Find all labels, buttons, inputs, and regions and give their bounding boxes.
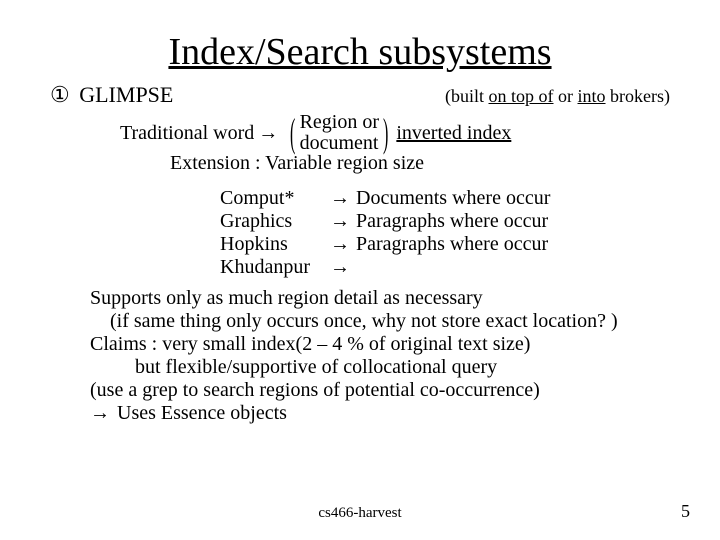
left-bracket-icon: (: [290, 115, 295, 151]
arrow-icon: →: [330, 210, 350, 233]
note-u2: into: [578, 86, 606, 106]
body-line: Claims : very small index(2 – 4 % of ori…: [90, 333, 670, 356]
extension-line: Extension : Variable region size: [170, 152, 670, 175]
body-line: (use a grep to search regions of potenti…: [90, 379, 670, 402]
index-definition: Traditional word → ( Region or document …: [120, 112, 670, 154]
page-number: 5: [681, 501, 690, 522]
arrow-icon: →: [330, 256, 350, 279]
example-row: Graphics → Paragraphs where occur: [220, 210, 670, 233]
broker-note: (built on top of or into brokers): [445, 86, 670, 107]
body-line: → Uses Essence objects: [90, 402, 670, 425]
index-lead: Traditional word: [120, 122, 254, 145]
body-text: Supports only as much region detail as n…: [90, 287, 670, 425]
glimpse-heading: ① GLIMPSE: [50, 82, 173, 108]
body-line-text: Uses Essence objects: [117, 402, 287, 424]
body-line: (if same thing only occurs once, why not…: [90, 310, 670, 333]
example-desc: Paragraphs where occur: [356, 233, 548, 256]
bracket-top: Region or: [300, 112, 379, 133]
bracket-bottom: document: [300, 133, 379, 154]
arrow-icon: →: [90, 402, 110, 424]
example-term: Khudanpur: [220, 256, 330, 279]
example-term: Comput*: [220, 187, 330, 210]
example-row: Khudanpur →: [220, 256, 670, 279]
heading-row: ① GLIMPSE (built on top of or into broke…: [50, 82, 670, 108]
arrow-icon: →: [330, 233, 350, 256]
example-row: Comput* → Documents where occur: [220, 187, 670, 210]
body-line: but flexible/supportive of collocational…: [90, 356, 670, 379]
example-term: Graphics: [220, 210, 330, 233]
arrow-icon: →: [258, 122, 278, 145]
note-u1: on top of: [489, 86, 554, 106]
example-desc: Paragraphs where occur: [356, 210, 548, 233]
example-row: Hopkins → Paragraphs where occur: [220, 233, 670, 256]
right-bracket-icon: ): [383, 115, 388, 151]
index-tail: inverted index: [396, 122, 511, 145]
arrow-icon: →: [330, 187, 350, 210]
slide-footer: cs466-harvest: [0, 505, 720, 522]
note-prefix: (built: [445, 86, 489, 106]
slide-title: Index/Search subsystems: [50, 30, 670, 74]
example-term: Hopkins: [220, 233, 330, 256]
bracket-group: ( Region or document ): [286, 112, 392, 154]
glimpse-name: GLIMPSE: [79, 82, 173, 107]
list-marker: ①: [50, 82, 70, 107]
body-line: Supports only as much region detail as n…: [90, 287, 670, 310]
note-mid: or: [554, 86, 578, 106]
example-block: Comput* → Documents where occur Graphics…: [220, 187, 670, 279]
example-desc: Documents where occur: [356, 187, 550, 210]
note-suffix: brokers): [606, 86, 670, 106]
